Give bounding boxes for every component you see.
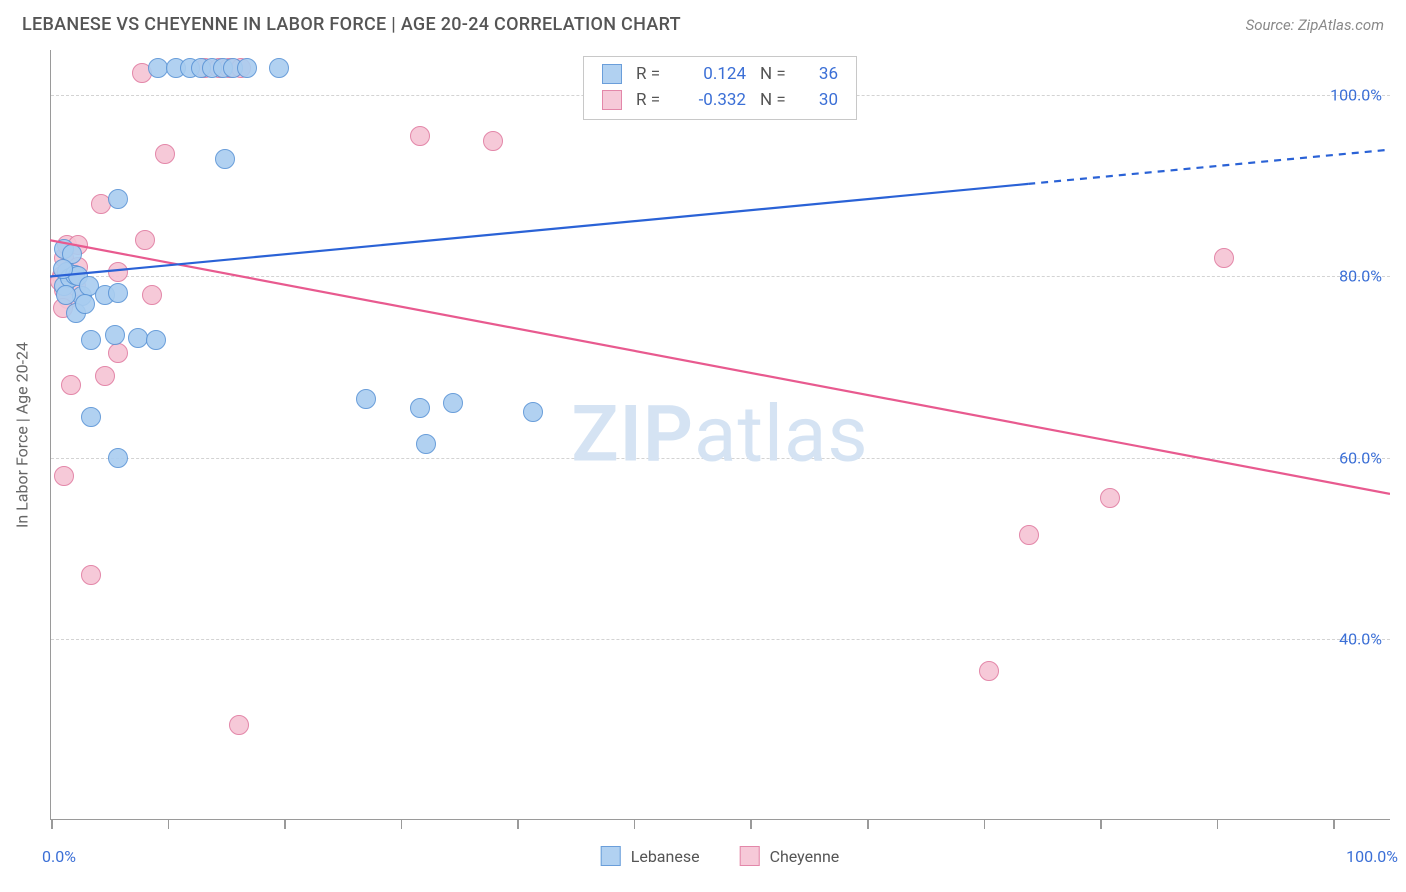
cheyenne-r-value: -0.332 xyxy=(684,90,746,110)
lebanese-swatch-icon xyxy=(601,846,621,866)
lebanese-point xyxy=(75,294,95,314)
x-axis-min-label: 0.0% xyxy=(42,847,76,866)
lebanese-point xyxy=(410,398,430,418)
lebanese-point xyxy=(105,325,125,345)
x-axis-max-label: 100.0% xyxy=(1346,847,1398,866)
lebanese-point xyxy=(215,149,235,169)
cheyenne-point xyxy=(95,366,115,386)
cheyenne-swatch-icon xyxy=(602,90,622,110)
lebanese-point xyxy=(81,330,101,350)
source-attribution: Source: ZipAtlas.com xyxy=(1246,16,1384,34)
cheyenne-point xyxy=(155,144,175,164)
lebanese-point xyxy=(108,189,128,209)
lebanese-point xyxy=(146,330,166,350)
cheyenne-point xyxy=(54,466,74,486)
x-tick-mark xyxy=(984,819,986,829)
x-tick-mark xyxy=(750,819,752,829)
cheyenne-n-value: 30 xyxy=(808,90,838,110)
y-tick-label: 60.0% xyxy=(1339,448,1382,467)
lebanese-point xyxy=(81,407,101,427)
gridline xyxy=(51,276,1390,277)
legend-row-cheyenne: R = -0.332 N = 30 xyxy=(602,87,838,113)
correlation-legend: R = 0.124 N = 36 R = -0.332 N = 30 xyxy=(583,56,857,120)
cheyenne-label: Cheyenne xyxy=(770,847,840,866)
lebanese-point xyxy=(237,58,257,78)
x-tick-mark xyxy=(168,819,170,829)
cheyenne-point xyxy=(108,262,128,282)
cheyenne-point xyxy=(1214,248,1234,268)
lebanese-n-value: 36 xyxy=(808,64,838,84)
cheyenne-point xyxy=(1100,488,1120,508)
x-tick-mark xyxy=(1217,819,1219,829)
y-tick-label: 40.0% xyxy=(1339,629,1382,648)
gridline xyxy=(51,639,1390,640)
lebanese-point xyxy=(53,259,73,279)
lebanese-point xyxy=(56,285,76,305)
x-tick-mark xyxy=(517,819,519,829)
x-tick-mark xyxy=(284,819,286,829)
y-axis-label: In Labor Force | Age 20-24 xyxy=(13,342,32,528)
cheyenne-point xyxy=(979,661,999,681)
y-tick-label: 100.0% xyxy=(1330,86,1382,105)
legend-r-label: R = xyxy=(636,90,670,110)
x-tick-mark xyxy=(867,819,869,829)
cheyenne-point xyxy=(410,126,430,146)
cheyenne-point xyxy=(108,343,128,363)
cheyenne-point xyxy=(1019,525,1039,545)
x-tick-mark xyxy=(1333,819,1335,829)
lebanese-point xyxy=(523,402,543,422)
legend-item-cheyenne: Cheyenne xyxy=(740,846,840,866)
lebanese-label: Lebanese xyxy=(631,847,700,866)
lebanese-point xyxy=(269,58,289,78)
lebanese-point xyxy=(108,448,128,468)
x-tick-mark xyxy=(1100,819,1102,829)
lebanese-point xyxy=(108,283,128,303)
gridline xyxy=(51,458,1390,459)
y-tick-label: 80.0% xyxy=(1339,267,1382,286)
lebanese-point xyxy=(416,434,436,454)
cheyenne-point xyxy=(483,131,503,151)
chart-title: LEBANESE VS CHEYENNE IN LABOR FORCE | AG… xyxy=(22,14,681,35)
lebanese-point xyxy=(443,393,463,413)
x-tick-mark xyxy=(634,819,636,829)
lebanese-point xyxy=(356,389,376,409)
legend-n-label: N = xyxy=(760,90,794,110)
cheyenne-point xyxy=(81,565,101,585)
legend-item-lebanese: Lebanese xyxy=(601,846,700,866)
x-tick-mark xyxy=(51,819,53,829)
series-legend: Lebanese Cheyenne xyxy=(601,846,840,866)
legend-row-lebanese: R = 0.124 N = 36 xyxy=(602,61,838,87)
cheyenne-point xyxy=(229,715,249,735)
legend-n-label: N = xyxy=(760,64,794,84)
legend-r-label: R = xyxy=(636,64,670,84)
chart-plot-area: 40.0%60.0%80.0%100.0% In Labor Force | A… xyxy=(50,50,1390,820)
cheyenne-point xyxy=(142,285,162,305)
x-tick-mark xyxy=(401,819,403,829)
cheyenne-point xyxy=(135,230,155,250)
cheyenne-swatch-icon xyxy=(740,846,760,866)
lebanese-r-value: 0.124 xyxy=(684,64,746,84)
cheyenne-point xyxy=(61,375,81,395)
lebanese-swatch-icon xyxy=(602,64,622,84)
